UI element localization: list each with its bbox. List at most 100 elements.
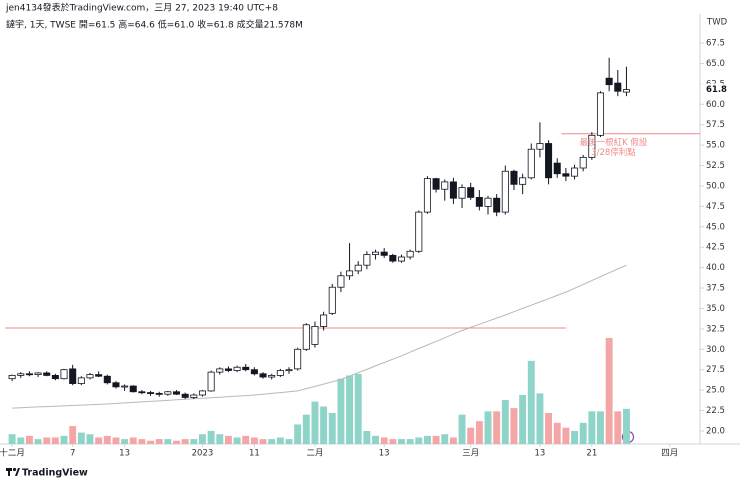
candle-body [614,82,622,92]
volume-bar [493,411,501,444]
candle-body [77,377,85,384]
candle-body [406,250,414,258]
volume-bar [259,439,267,444]
chart-title: jen4134發表於TradingView.com，三月 27, 2023 19… [5,2,278,14]
volume-bar [527,360,535,444]
candle-body [579,156,587,169]
candle-body [294,348,302,370]
x-tick-label: 7 [70,449,75,459]
volume-bar [250,437,258,444]
volume-bar [562,427,570,444]
candle-body [320,314,328,327]
candle-body [519,177,527,185]
volume-bar [320,406,328,444]
volume-bar [389,439,397,444]
candle-body [129,385,137,393]
x-tick-label: 2023 [192,449,214,459]
volume-bar [346,375,354,444]
volume-bar [268,439,276,444]
y-tick-label: 55.0 [706,141,725,151]
candle-body [60,369,68,380]
candle-body [190,394,198,398]
volume-bar [129,437,137,444]
candle-body [147,392,155,394]
volume-bar [147,440,155,444]
candle-body [458,187,466,199]
candle-body [259,373,267,378]
volume-bar [363,430,371,444]
candle-body [302,324,310,350]
candle-body [449,181,457,199]
y-tick-label: 52.5 [706,161,725,171]
volume-bar [216,434,224,444]
candles [8,57,630,400]
volume-bar [484,411,492,444]
volume-bar [588,411,596,444]
candle-body [207,371,215,392]
candle-body [198,390,206,396]
moving-average [12,264,627,409]
y-tick-label: 35.0 [706,304,725,314]
volume-bar [173,440,180,444]
y-tick-label: 25.0 [706,386,725,396]
candle-body [311,326,319,345]
candle-body [622,89,630,93]
volume-bar [432,435,440,444]
volume-bar [614,411,622,444]
candle-body [164,391,172,395]
x-tick-label: 三月 [462,449,479,459]
candle-body [389,254,397,262]
volume-bar [77,432,85,444]
last-price-label: 61.8 [706,85,727,95]
volume-bar [51,437,59,444]
volume-bar [423,435,431,444]
candle-body [95,374,103,377]
volume-bar [25,435,33,444]
x-tick-label: 二月 [306,449,323,459]
volume-bar [441,434,449,444]
candle-body [285,369,293,372]
volume-bar [294,424,302,444]
candle-body [484,197,492,207]
volume-bar [553,422,561,444]
volume-bar [354,373,362,444]
candle-body [51,375,59,380]
candle-body [380,251,388,256]
volume-bar [103,435,111,444]
annotation: 3/28停利點 [591,147,636,158]
x-tick-label: 13 [535,449,546,459]
volume-bar [380,437,388,444]
candle-body [441,181,449,190]
volume-bar [597,411,604,444]
candle-body [588,134,596,158]
candle-body [562,173,570,177]
candle-body [467,187,475,198]
candle-body [8,375,16,380]
volume-bar [86,434,94,444]
candle-body [172,391,181,395]
candle-body [112,382,120,388]
volume-bar [536,393,544,444]
y-tick-label: 20.0 [706,426,725,436]
volume-bar [622,408,630,444]
volume-bar [43,437,51,444]
x-tick-label: 13 [119,449,130,459]
volume-bar [328,413,336,444]
candle-body [596,92,605,136]
candle-body [571,167,579,177]
volume-bar [519,395,527,444]
x-tick-label: 十二月 [0,448,25,459]
volume-bar [8,434,16,444]
volume-bars [8,338,630,444]
candle-body [155,392,163,395]
candle-body [423,178,431,213]
candle-body [510,170,518,185]
currency-label: TWD [706,18,728,28]
candle-body [475,196,483,207]
volume-bar [164,439,172,444]
y-tick-label: 60.0 [706,100,725,110]
candle-body [233,366,241,371]
candle-body [268,375,276,378]
candle-body [43,372,51,376]
y-tick-label: 47.5 [706,202,725,212]
